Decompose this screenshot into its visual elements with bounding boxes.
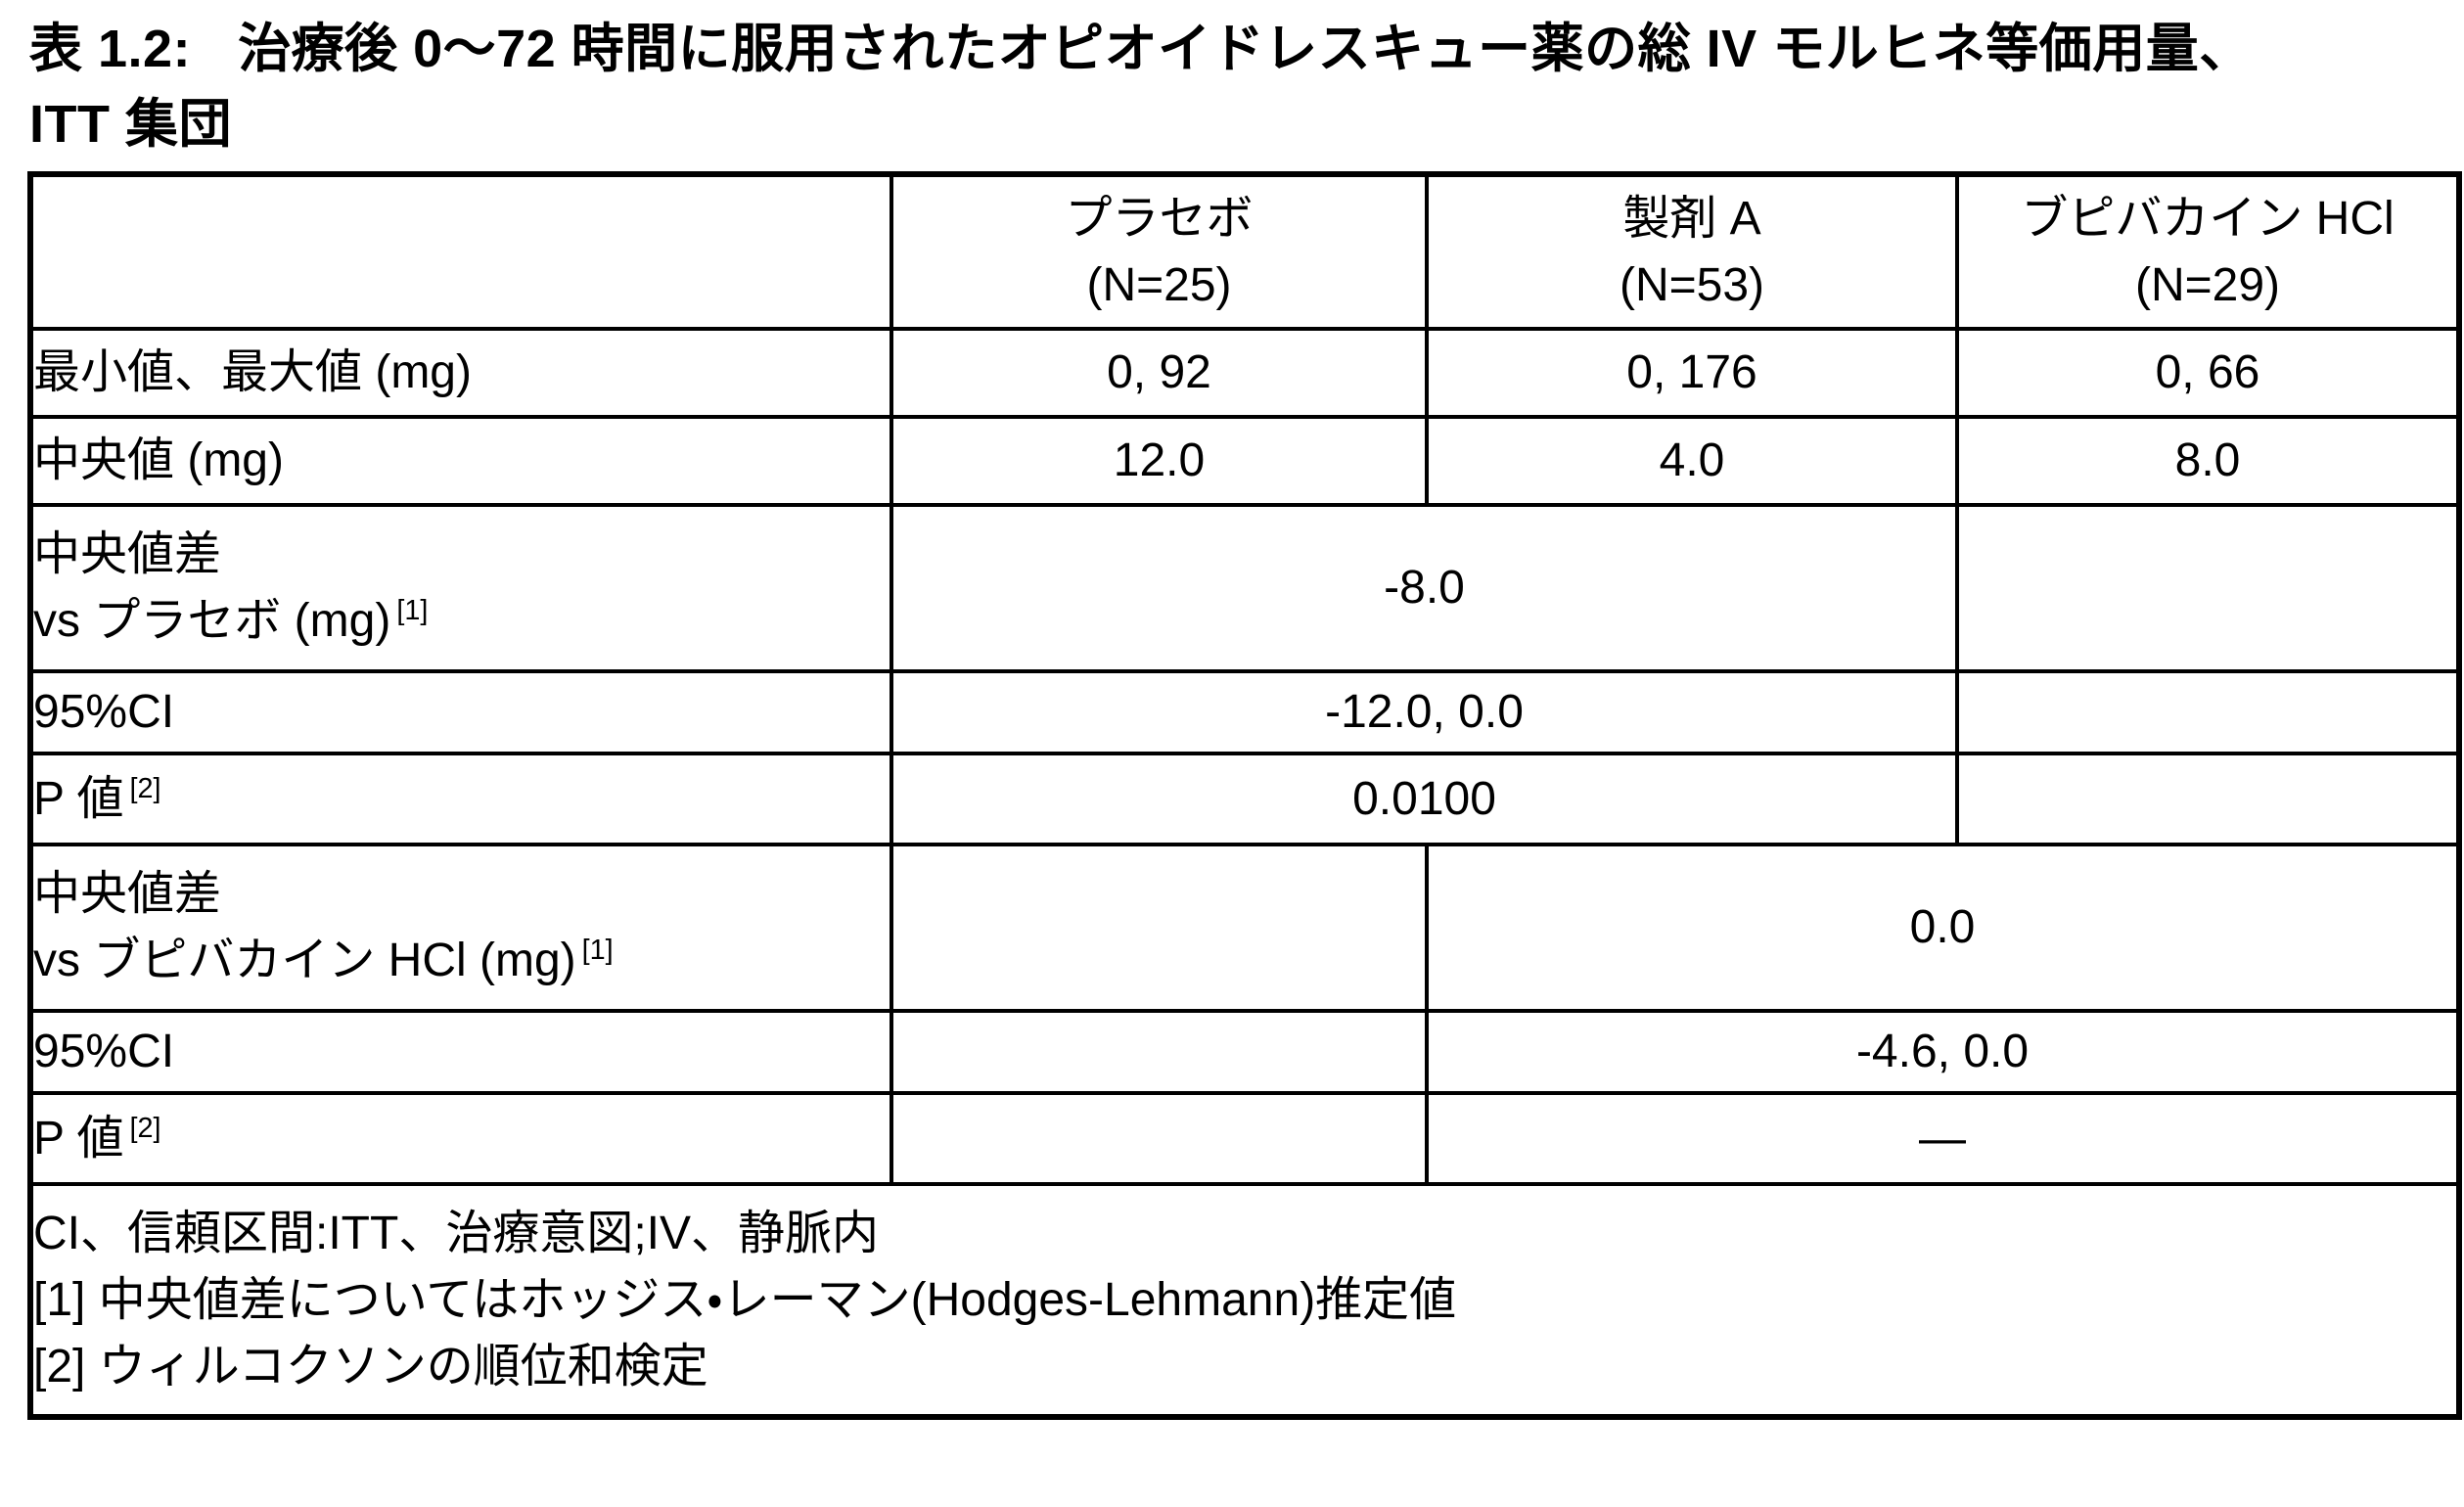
row-diff-vs-bupivacaine-ci: 95%CI -4.6, 0.0 xyxy=(28,1009,2461,1096)
diff-vs-placebo-estimate: -8.0 xyxy=(890,503,1959,674)
median-formulation-a: 4.0 xyxy=(1425,415,1959,508)
footnotes-cell: CI、信頼区間:ITT、治療意図;IV、静脈内 [1] 中央値差についてはホッジ… xyxy=(28,1182,2461,1420)
row-min-max: 最小値、最大値 (mg) 0, 92 0, 176 0, 66 xyxy=(28,327,2461,420)
diff-vs-placebo-p-empty xyxy=(1955,752,2461,847)
median-label: 中央値 (mg) xyxy=(28,415,893,508)
row-diff-vs-bupivacaine-p: P 値 [2] — xyxy=(28,1091,2461,1187)
diff-vs-bupivacaine-label-line1: 中央値差 xyxy=(33,868,222,921)
footnote-ref-1: [1] xyxy=(396,595,429,627)
diff-vs-placebo-bupivacaine-empty xyxy=(1955,503,2461,674)
diff-vs-bupivacaine-label: 中央値差 vs ブピバカイン HCl (mg) [1] xyxy=(28,843,893,1014)
diff-vs-bupivacaine-p-label: P 値 [2] xyxy=(28,1091,893,1187)
diff-vs-placebo-ci-label: 95%CI xyxy=(28,669,893,756)
document-title: 表 1.2: 治療後 0～72 時間に服用されたオピオイドレスキュー薬の総 IV … xyxy=(29,12,2464,161)
title-line-1: 表 1.2: 治療後 0～72 時間に服用されたオピオイドレスキュー薬の総 IV … xyxy=(29,12,2464,87)
diff-vs-bupivacaine-ci-value: -4.6, 0.0 xyxy=(1425,1009,2461,1096)
diff-vs-placebo-p-value: 0.0100 xyxy=(890,752,1959,847)
footnote-2: [2] ウィルコクソンの順位和検定 xyxy=(33,1340,708,1393)
footnote-1: [1] 中央値差についてはホッジス・レーマン(Hodges-Lehmann)推定… xyxy=(33,1273,1457,1326)
document-page: { "title": { "tag": "表 1.2:", "line1": "… xyxy=(0,12,2464,1507)
column-header-bupivacaine-hcl: ブピバカイン HCl (N=29) xyxy=(1955,172,2461,332)
footnote-ref-2: [2] xyxy=(129,1112,161,1144)
diff-vs-bupivacaine-p-value: — xyxy=(1425,1091,2461,1187)
diff-vs-placebo-ci-value: -12.0, 0.0 xyxy=(890,669,1959,756)
diff-vs-placebo-label-line1: 中央値差 xyxy=(33,528,222,581)
title-line-2: ITT 集団 xyxy=(29,94,232,154)
diff-vs-bupivacaine-estimate: 0.0 xyxy=(1425,843,2461,1014)
column-header-placebo-n: (N=25) xyxy=(1086,258,1232,311)
diff-vs-bupivacaine-ci-label: 95%CI xyxy=(28,1009,893,1096)
footnote-ref-2: [2] xyxy=(129,772,161,804)
title-text: 治療後 0～72 時間に服用されたオピオイドレスキュー薬の総 IV モルヒネ等価… xyxy=(238,20,2253,78)
header-row: プラセボ (N=25) 製剤 A (N=53) ブピバカイン HCl (N=29… xyxy=(28,172,2461,332)
row-median: 中央値 (mg) 12.0 4.0 8.0 xyxy=(28,415,2461,508)
row-diff-vs-placebo-p: P 値 [2] 0.0100 xyxy=(28,752,2461,847)
results-table: プラセボ (N=25) 製剤 A (N=53) ブピバカイン HCl (N=29… xyxy=(27,171,2462,1421)
min-max-placebo: 0, 92 xyxy=(890,327,1429,420)
diff-vs-placebo-label-line2: vs プラセボ (mg) [1] xyxy=(33,595,429,648)
column-header-formulation-a-n: (N=53) xyxy=(1619,258,1765,311)
median-placebo: 12.0 xyxy=(890,415,1429,508)
diff-vs-bupivacaine-p-empty xyxy=(890,1091,1429,1187)
header-corner-cell xyxy=(28,172,893,332)
footnote-abbreviations: CI、信頼区間:ITT、治療意図;IV、静脈内 xyxy=(33,1207,880,1259)
column-header-bupivacaine-hcl-n: (N=29) xyxy=(2134,258,2281,311)
diff-vs-placebo-ci-empty xyxy=(1955,669,2461,756)
diff-vs-placebo-label: 中央値差 vs プラセボ (mg) [1] xyxy=(28,503,893,674)
column-header-placebo-name: プラセボ xyxy=(1065,192,1254,245)
diff-vs-placebo-p-label: P 値 [2] xyxy=(28,752,893,847)
row-diff-vs-placebo-ci: 95%CI -12.0, 0.0 xyxy=(28,669,2461,756)
diff-vs-bupivacaine-ci-empty xyxy=(890,1009,1429,1096)
diff-vs-bupivacaine-label-line2: vs ブピバカイン HCl (mg) [1] xyxy=(33,935,614,987)
column-header-formulation-a: 製剤 A (N=53) xyxy=(1425,172,1959,332)
column-header-placebo: プラセボ (N=25) xyxy=(890,172,1429,332)
table-number: 表 1.2: xyxy=(29,20,192,78)
row-diff-vs-bupivacaine: 中央値差 vs ブピバカイン HCl (mg) [1] 0.0 xyxy=(28,843,2461,1014)
median-bupivacaine-hcl: 8.0 xyxy=(1955,415,2461,508)
footnote-ref-1: [1] xyxy=(581,935,614,967)
column-header-formulation-a-name: 製剤 A xyxy=(1622,192,1761,245)
row-footnotes: CI、信頼区間:ITT、治療意図;IV、静脈内 [1] 中央値差についてはホッジ… xyxy=(28,1182,2461,1420)
row-diff-vs-placebo: 中央値差 vs プラセボ (mg) [1] -8.0 xyxy=(28,503,2461,674)
min-max-bupivacaine-hcl: 0, 66 xyxy=(1955,327,2461,420)
min-max-formulation-a: 0, 176 xyxy=(1425,327,1959,420)
column-header-bupivacaine-hcl-name: ブピバカイン HCl xyxy=(2021,192,2395,245)
diff-vs-bupivacaine-placebo-empty xyxy=(890,843,1429,1014)
min-max-label: 最小値、最大値 (mg) xyxy=(28,327,893,420)
